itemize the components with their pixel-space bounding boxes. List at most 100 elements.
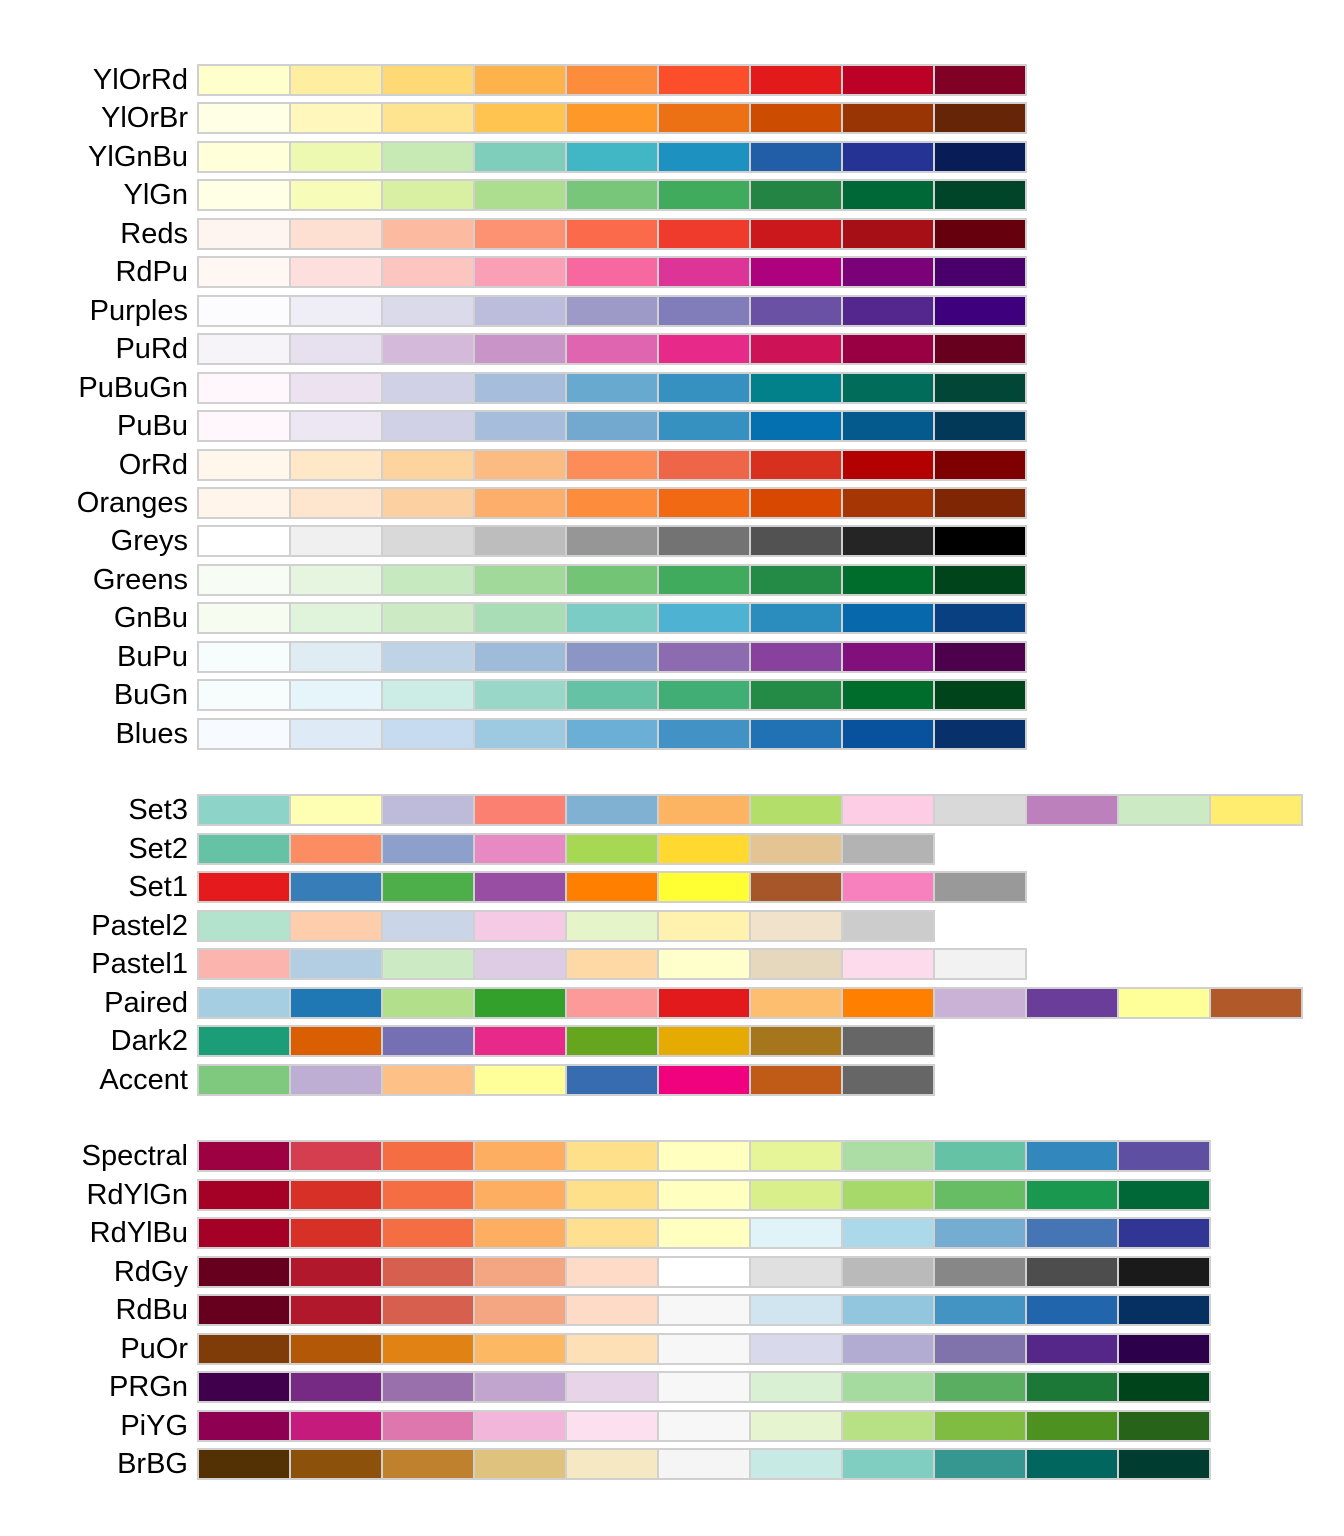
color-swatch	[657, 1294, 751, 1326]
color-swatch	[197, 102, 291, 134]
color-swatch	[197, 1410, 291, 1442]
color-swatch	[289, 1256, 383, 1288]
color-swatch	[749, 1294, 843, 1326]
color-swatch	[565, 295, 659, 327]
color-swatch	[381, 1256, 475, 1288]
color-swatch	[933, 102, 1027, 134]
color-swatch	[381, 1064, 475, 1096]
color-swatch	[749, 179, 843, 211]
color-swatch	[933, 1256, 1027, 1288]
color-swatch	[289, 1064, 383, 1096]
color-swatch	[381, 602, 475, 634]
color-swatch	[933, 372, 1027, 404]
color-swatch	[473, 948, 567, 980]
color-swatch	[841, 641, 935, 673]
color-swatch	[657, 410, 751, 442]
palette-row-bupu: BuPu	[117, 641, 1027, 673]
color-swatch	[841, 910, 935, 942]
color-swatch	[841, 718, 935, 750]
color-swatch	[749, 525, 843, 557]
color-swatch	[473, 1025, 567, 1057]
palette-row-ylgn: YlGn	[124, 179, 1027, 211]
color-swatch	[749, 910, 843, 942]
palette-row-set2: Set2	[128, 833, 935, 865]
color-swatch	[289, 1333, 383, 1365]
color-swatch	[749, 871, 843, 903]
color-swatch	[565, 910, 659, 942]
palette-label: BuPu	[117, 641, 188, 673]
color-swatch	[197, 218, 291, 250]
color-swatch	[657, 564, 751, 596]
color-swatch	[749, 948, 843, 980]
color-swatch	[565, 1064, 659, 1096]
palette-label: Set1	[128, 871, 188, 903]
color-swatch	[381, 525, 475, 557]
color-swatch	[473, 1448, 567, 1480]
color-swatch	[289, 602, 383, 634]
color-swatch	[841, 1371, 935, 1403]
color-swatch	[565, 1025, 659, 1057]
color-swatch	[565, 987, 659, 1019]
color-swatch	[841, 1217, 935, 1249]
color-swatch	[1025, 1333, 1119, 1365]
color-swatch	[565, 564, 659, 596]
color-swatch	[197, 525, 291, 557]
color-swatch	[565, 410, 659, 442]
palette-label: Greys	[111, 525, 188, 557]
color-swatch	[841, 487, 935, 519]
color-swatch	[1025, 1256, 1119, 1288]
color-swatch	[657, 1064, 751, 1096]
palette-row-rdylbu: RdYlBu	[90, 1217, 1211, 1249]
color-swatch	[565, 1256, 659, 1288]
color-swatch	[841, 794, 935, 826]
palette-label: Set3	[128, 794, 188, 826]
color-swatch	[473, 679, 567, 711]
color-swatch	[381, 179, 475, 211]
color-swatch	[565, 602, 659, 634]
color-swatch	[841, 372, 935, 404]
color-swatch	[381, 410, 475, 442]
color-swatch	[933, 449, 1027, 481]
palette-label: Accent	[99, 1064, 188, 1096]
color-swatch	[933, 641, 1027, 673]
color-swatch	[657, 1333, 751, 1365]
color-swatch	[1025, 1448, 1119, 1480]
color-swatch	[841, 679, 935, 711]
color-swatch	[1117, 1294, 1211, 1326]
color-swatch	[197, 256, 291, 288]
color-swatch	[1117, 1371, 1211, 1403]
color-swatch	[289, 141, 383, 173]
color-swatch	[381, 1179, 475, 1211]
color-swatch	[1025, 1410, 1119, 1442]
palette-row-bugn: BuGn	[114, 679, 1027, 711]
palette-row-pubugn: PuBuGn	[78, 372, 1027, 404]
color-swatch	[1025, 1140, 1119, 1172]
palette-row-paired: Paired	[104, 987, 1303, 1019]
color-swatch	[933, 141, 1027, 173]
color-swatch	[749, 1179, 843, 1211]
palette-row-piyg: PiYG	[120, 1410, 1211, 1442]
color-swatch	[933, 218, 1027, 250]
color-swatch	[1117, 794, 1211, 826]
palette-label: PuBu	[117, 410, 188, 442]
color-swatch	[657, 218, 751, 250]
color-swatch	[841, 449, 935, 481]
palette-row-brbg: BrBG	[117, 1448, 1211, 1480]
color-swatch	[657, 141, 751, 173]
color-swatch	[197, 449, 291, 481]
palette-row-rdpu: RdPu	[115, 256, 1027, 288]
color-swatch	[657, 718, 751, 750]
color-swatch	[749, 256, 843, 288]
color-swatch	[473, 1064, 567, 1096]
color-swatch	[1117, 1256, 1211, 1288]
color-swatch	[749, 987, 843, 1019]
color-swatch	[841, 256, 935, 288]
palette-row-pubu: PuBu	[117, 410, 1027, 442]
color-swatch	[381, 487, 475, 519]
color-swatch	[749, 833, 843, 865]
color-swatch	[657, 64, 751, 96]
color-swatch	[841, 295, 935, 327]
color-swatch	[657, 487, 751, 519]
color-swatch	[1117, 1140, 1211, 1172]
